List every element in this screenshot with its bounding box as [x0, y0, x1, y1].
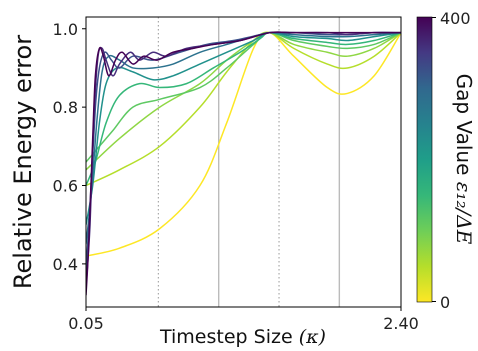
series-lines	[86, 31, 401, 296]
series-line-gap-280	[86, 31, 401, 272]
series-line-gap-240	[86, 31, 401, 245]
series-line-gap-120	[86, 31, 401, 163]
y-tick-label: 0.6	[53, 177, 78, 196]
series-line-gap-360	[86, 31, 401, 296]
x-tick-label: 2.40	[383, 314, 419, 333]
x-axis-label: Timestep Size (κ)	[159, 326, 326, 348]
series-line-gap-320	[86, 31, 401, 288]
colorbar-max-label: 400	[440, 9, 471, 28]
x-axis-ticks: 0.05 2.40	[68, 307, 419, 333]
colorbar	[416, 16, 433, 303]
y-tick-label: 0.4	[53, 255, 78, 274]
series-line-gap-160	[86, 31, 401, 186]
colorbar-min-label: 0	[440, 293, 450, 312]
colorbar-label: Gap Value ε₁₂/ΔE	[452, 74, 476, 245]
y-tick-label: 1.0	[53, 20, 78, 39]
y-axis-label: Relative Energy error	[9, 35, 37, 289]
y-tick-label: 0.8	[53, 98, 78, 117]
series-line-gap-200	[86, 31, 401, 225]
x-tick-label: 0.05	[68, 314, 104, 333]
plot-frame	[85, 16, 402, 308]
y-axis-ticks: 0.4 0.6 0.8 1.0	[53, 20, 86, 274]
